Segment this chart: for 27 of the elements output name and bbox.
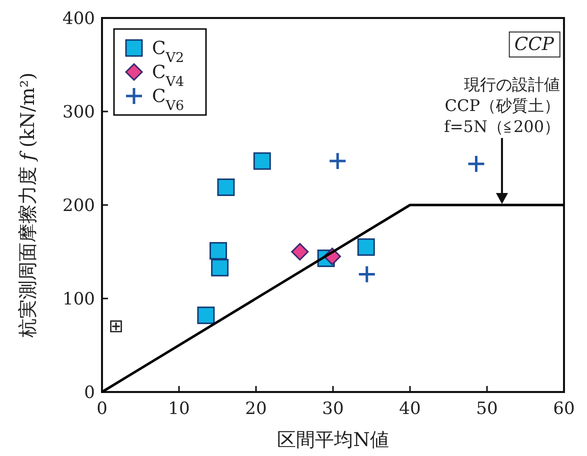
point	[210, 242, 228, 260]
y-axis-title: 杭実測周面摩擦力度 f (kN/m²)	[17, 72, 39, 339]
point	[211, 258, 229, 276]
annotation: 現行の設計値 CCP（砂質土） f=5N（≦200）	[444, 75, 560, 136]
point	[217, 178, 235, 196]
x-tick-label: 0	[96, 399, 108, 419]
annotation: CCP	[514, 34, 555, 55]
y-tick-label: 200	[62, 196, 95, 216]
y-tick-label: 0	[84, 383, 95, 403]
point	[358, 264, 376, 284]
x-tick-label: 30	[322, 399, 344, 419]
point	[291, 243, 309, 260]
annotation: ⊞	[108, 316, 124, 337]
y-tick-label: 300	[62, 102, 95, 122]
point	[328, 152, 347, 170]
x-tick-label: 50	[476, 399, 498, 419]
point	[357, 238, 375, 256]
y-tick-label: 400	[62, 9, 95, 29]
point	[197, 306, 215, 324]
x-tick-label: 60	[553, 399, 575, 419]
x-tick-label: 20	[245, 399, 267, 419]
y-tick-label: 100	[62, 290, 95, 310]
x-axis-title: 区間平均N値	[277, 429, 389, 451]
point	[466, 154, 486, 174]
x-tick-label: 10	[168, 399, 190, 419]
point	[253, 152, 271, 170]
x-tick-label: 40	[399, 399, 421, 419]
